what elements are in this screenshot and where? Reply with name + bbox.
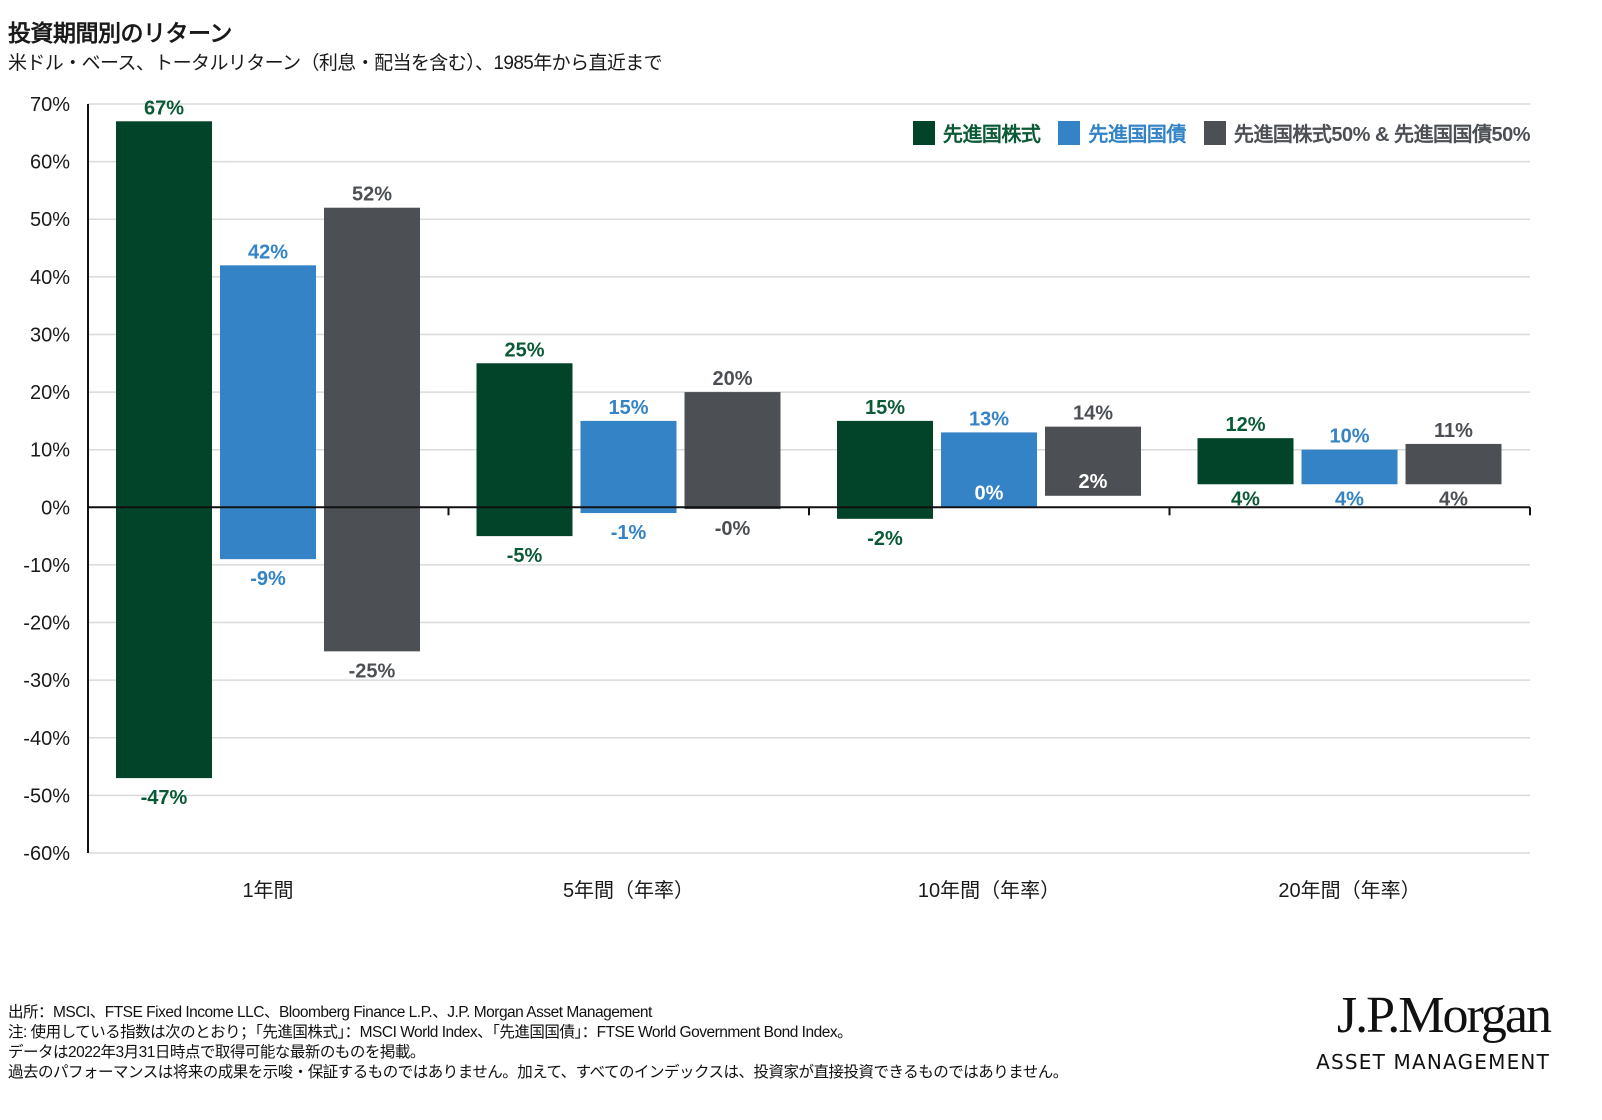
x-tick-label: 20年間（年率）	[1278, 879, 1420, 902]
y-tick-label: 10%	[30, 440, 70, 462]
data-label-max: 14%	[1073, 403, 1113, 425]
data-label-max: 11%	[1434, 420, 1473, 442]
x-tick-label: 10年間（年率）	[918, 879, 1060, 902]
y-tick-label: 0%	[41, 497, 70, 519]
data-label-min: -9%	[250, 568, 286, 590]
legend-swatch-developed-equity	[912, 120, 935, 145]
data-label-max: 13%	[969, 408, 1009, 430]
y-tick-label: -30%	[23, 670, 70, 692]
y-tick-label: -60%	[23, 843, 70, 865]
data-label-min: -25%	[349, 660, 396, 682]
y-tick-label: -10%	[23, 555, 70, 577]
data-label-max: 67%	[144, 97, 184, 119]
bar-2-1	[684, 392, 781, 510]
y-tick-label: 60%	[30, 152, 70, 174]
legend-label-developed-equity: 先進国株式	[942, 124, 1041, 146]
y-tick-label: 30%	[30, 324, 70, 346]
data-label-max: 15%	[608, 397, 648, 419]
data-label-max: 25%	[504, 339, 544, 361]
data-label-min: -2%	[867, 528, 903, 550]
bar-chart: 70% 60% 50% 40% 30% 20% 10% 0% -10% -20% -30% -40% -…	[23, 94, 1531, 902]
data-label-max: 20%	[712, 368, 752, 390]
jpmorgan-logo: J.P.Morgan ASSET MANAGEMENT	[1316, 987, 1552, 1075]
legend: 先進国株式 先進国国債 先進国株式50% & 先進国国債50%	[912, 118, 1531, 147]
data-label-min: 4%	[1231, 488, 1260, 510]
data-label-max: 10%	[1329, 426, 1369, 448]
bar-1-1	[580, 420, 677, 514]
footnotes: 出所：MSCI、FTSE Fixed Income LLC、Bloomberg …	[8, 1003, 1068, 1083]
bar-1-0	[220, 265, 316, 560]
bar-2-0	[324, 207, 420, 652]
legend-item-developed-bonds: 先進国国債	[1058, 118, 1186, 147]
chart-title: 投資期間別のリターン	[8, 20, 232, 46]
y-tick-label: 20%	[30, 382, 70, 404]
y-tick-label: -40%	[23, 728, 70, 750]
data-label-min: 0%	[975, 482, 1004, 504]
legend-label-balanced: 先進国株式50% & 先進国国債50%	[1233, 124, 1531, 146]
data-label-min: -1%	[611, 522, 647, 544]
y-tick-label: 40%	[30, 267, 70, 289]
data-label-max: 42%	[248, 241, 288, 263]
bar-0-2	[837, 420, 933, 519]
footnote-disclaimer: 過去のパフォーマンスは将来の成果を示唆・保証するものではありません。加えて、すべ…	[8, 1064, 1068, 1081]
bar-1-3	[1301, 449, 1398, 485]
data-label-max: 52%	[352, 184, 392, 206]
data-label-min: -0%	[715, 518, 751, 540]
y-tick-label: -20%	[23, 613, 70, 635]
logo-tagline: ASSET MANAGEMENT	[1316, 1050, 1550, 1074]
y-tick-label: 70%	[30, 94, 70, 116]
legend-swatch-balanced	[1203, 120, 1226, 145]
footnote-source: 出所：MSCI、FTSE Fixed Income LLC、Bloomberg …	[8, 1004, 652, 1021]
data-label-min: 4%	[1439, 488, 1468, 510]
y-tick-label: -50%	[23, 785, 70, 807]
bar-0-1	[476, 363, 573, 537]
data-label-min: 4%	[1335, 488, 1364, 510]
data-label-min: -5%	[507, 545, 543, 567]
x-tick-label: 1年間	[242, 879, 293, 902]
legend-swatch-developed-bonds	[1058, 120, 1081, 145]
data-label-min: -47%	[141, 787, 188, 809]
chart-subtitle: 米ドル・ベース、トータルリターン（利息・配当を含む）、1985年から直近まで	[8, 53, 663, 74]
bar-0-0	[116, 121, 212, 779]
data-label-max: 12%	[1225, 414, 1265, 436]
legend-item-balanced: 先進国株式50% & 先進国国債50%	[1203, 118, 1531, 147]
footnote-data-date: データは2022年3月31日時点で取得可能な最新のものを掲載。	[8, 1044, 425, 1061]
bar-1-2	[941, 432, 1037, 508]
y-tick-label: 50%	[30, 209, 70, 231]
data-label-max: 15%	[865, 397, 905, 419]
legend-label-developed-bonds: 先進国国債	[1088, 124, 1186, 146]
footnote-indices: 注: 使用している指数は次のとおり；「先進国株式」：MSCI World Ind…	[8, 1024, 853, 1041]
x-tick-label: 5年間（年率）	[563, 879, 694, 902]
bar-2-3	[1405, 443, 1502, 485]
bar-0-3	[1197, 438, 1294, 485]
legend-item-developed-equity: 先進国株式	[912, 118, 1041, 147]
logo-wordmark: J.P.Morgan	[1336, 987, 1552, 1044]
bar-2-2	[1045, 426, 1141, 496]
data-label-min: 2%	[1079, 471, 1108, 493]
